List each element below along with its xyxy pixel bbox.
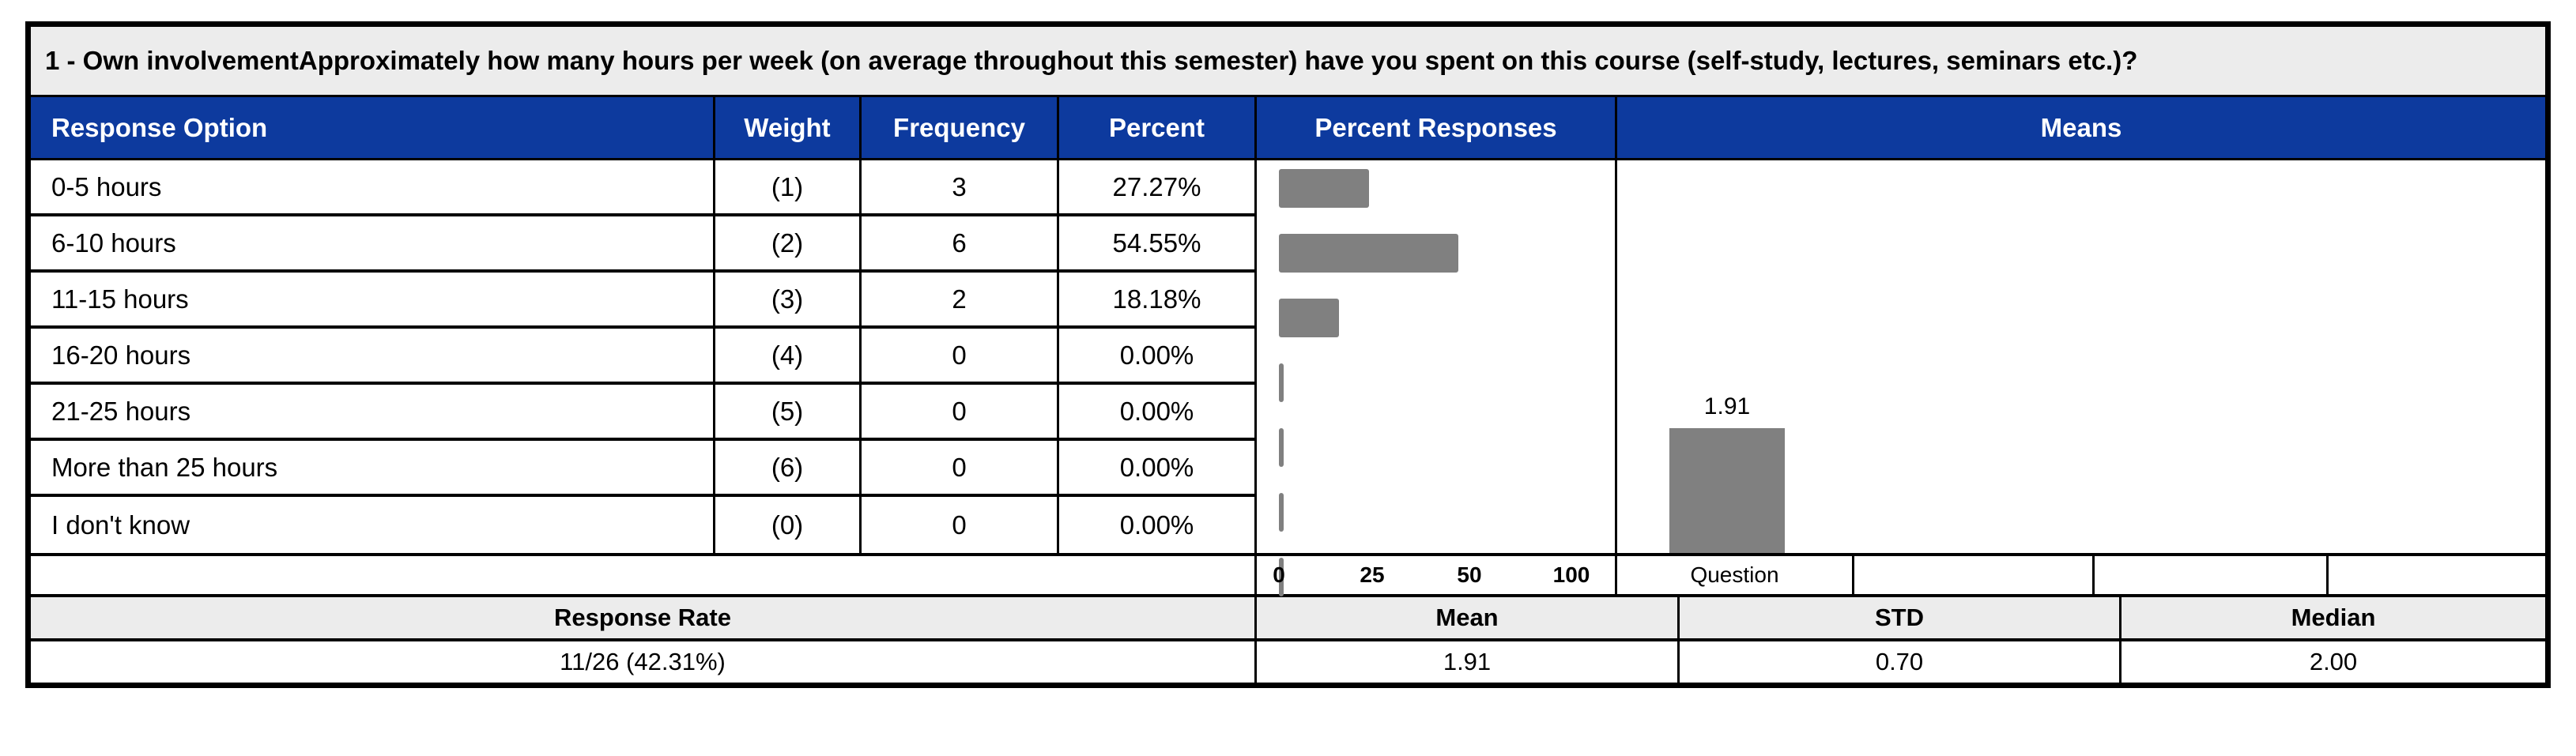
summary-header-std: STD xyxy=(1680,597,2122,638)
cell-option: 0-5 hours xyxy=(31,160,715,216)
summary-header-mean: Mean xyxy=(1257,597,1680,638)
chart-row xyxy=(1257,363,1615,419)
cell-weight: (2) xyxy=(715,216,862,273)
cell-percent: 0.00% xyxy=(1059,497,1257,553)
axis-tick: 0 xyxy=(1273,562,1285,587)
cell-percent: 27.27% xyxy=(1059,160,1257,216)
cell-percent: 0.00% xyxy=(1059,441,1257,497)
means-axis-empty-cell xyxy=(1854,556,2095,594)
col-header-means: Means xyxy=(2040,112,2122,142)
summary-value-median: 2.00 xyxy=(2309,648,2358,675)
means-bar xyxy=(1669,427,1785,553)
chart-row xyxy=(1257,493,1615,549)
summary-header-median: Median xyxy=(2291,604,2376,631)
cell-option: More than 25 hours xyxy=(31,441,715,497)
cell-option: 16-20 hours xyxy=(31,329,715,385)
chart-row xyxy=(1257,234,1615,290)
means-chart: 1.91 xyxy=(1617,160,2545,553)
summary-value-mean: 1.91 xyxy=(1257,641,1680,683)
col-header-percent-responses: Percent Responses xyxy=(1257,97,1617,158)
means-bar-label: 1.91 xyxy=(1703,393,1751,419)
cell-weight: (4) xyxy=(715,329,862,385)
cell-percent: 54.55% xyxy=(1059,216,1257,273)
cell-weight: (6) xyxy=(715,441,862,497)
percent-bar xyxy=(1279,428,1284,467)
cell-frequency: 0 xyxy=(862,329,1059,385)
axis-tick: 100 xyxy=(1552,562,1590,587)
table-body: 0-5 hours (1) 3 27.27% 6-10 hours (2) 6 … xyxy=(31,160,2545,596)
axis-tick: 25 xyxy=(1360,562,1385,587)
summary-value-std: 0.70 xyxy=(1680,641,2122,683)
col-header-frequency: Frequency xyxy=(862,97,1059,158)
cell-option: 6-10 hours xyxy=(31,216,715,273)
col-header-percent: Percent xyxy=(1059,97,1257,158)
cell-weight: (0) xyxy=(715,497,862,553)
axis-spacer xyxy=(31,556,1257,594)
cell-frequency: 2 xyxy=(862,273,1059,329)
summary-value-response-rate: 11/26 (42.31%) xyxy=(31,641,1257,683)
question-title: 1 - Own involvementApproximately how man… xyxy=(31,27,2545,97)
percent-bar xyxy=(1279,234,1459,273)
percent-bar xyxy=(1279,558,1284,596)
chart-row xyxy=(1257,558,1615,614)
cell-weight: (3) xyxy=(715,273,862,329)
cell-frequency: 0 xyxy=(862,385,1059,441)
summary-header-response-rate: Response Rate xyxy=(31,597,1257,638)
means-axis-question-label: Question xyxy=(1617,556,1854,594)
percent-bar xyxy=(1279,299,1339,337)
summary-header-row: Response Rate Mean STD Median xyxy=(31,594,2545,638)
percent-responses-chart xyxy=(1257,160,1617,596)
percent-bar xyxy=(1279,363,1284,402)
axis-row: 0 25 50 100 Question xyxy=(31,553,2545,594)
cell-percent: 0.00% xyxy=(1059,329,1257,385)
chart-row xyxy=(1257,428,1615,484)
chart-row xyxy=(1257,169,1615,225)
cell-weight: (5) xyxy=(715,385,862,441)
percent-bar xyxy=(1279,493,1284,532)
chart-row xyxy=(1257,299,1615,355)
cell-option: 21-25 hours xyxy=(31,385,715,441)
cell-option: I don't know xyxy=(31,497,715,553)
table-header-row: Response Option Weight Frequency Percent… xyxy=(31,97,2545,160)
cell-percent: 18.18% xyxy=(1059,273,1257,329)
means-axis-empty-cell xyxy=(2329,556,2545,594)
axis-tick: 50 xyxy=(1457,562,1482,587)
col-header-weight: Weight xyxy=(715,97,862,158)
col-header-response-option: Response Option xyxy=(31,97,715,158)
cell-weight: (1) xyxy=(715,160,862,216)
cell-frequency: 6 xyxy=(862,216,1059,273)
survey-question-report: 1 - Own involvementApproximately how man… xyxy=(25,21,2551,688)
cell-frequency: 0 xyxy=(862,441,1059,497)
percent-axis: 0 25 50 100 xyxy=(1257,556,1617,594)
cell-frequency: 0 xyxy=(862,497,1059,553)
summary-values-row: 11/26 (42.31%) 1.91 0.70 2.00 xyxy=(31,638,2545,683)
cell-frequency: 3 xyxy=(862,160,1059,216)
cell-percent: 0.00% xyxy=(1059,385,1257,441)
percent-bar xyxy=(1279,169,1369,208)
cell-option: 11-15 hours xyxy=(31,273,715,329)
means-axis-empty-cell xyxy=(2095,556,2329,594)
